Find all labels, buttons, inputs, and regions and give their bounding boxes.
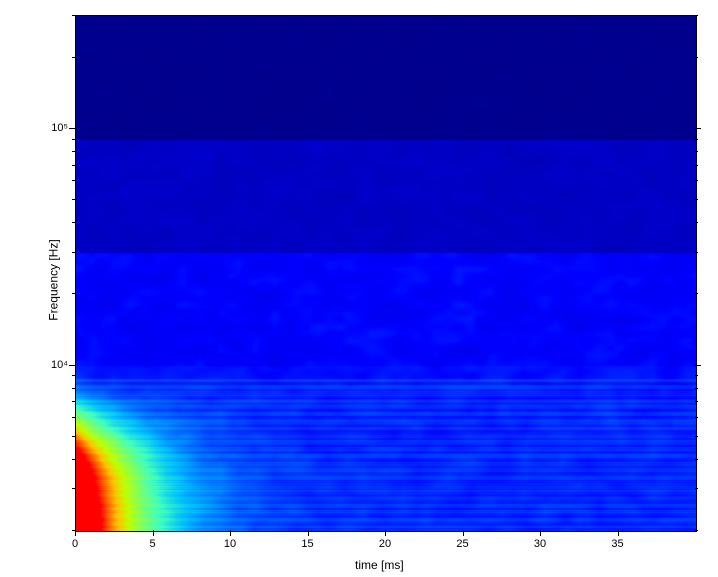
y-tick-label: 10⁴ [40, 359, 68, 371]
x-tick-label: 35 [611, 538, 623, 550]
x-tick-label: 15 [301, 538, 313, 550]
y-tick-major [695, 365, 701, 366]
x-tick [75, 530, 76, 536]
x-tick-label: 0 [72, 538, 78, 550]
x-tick-label: 20 [379, 538, 391, 550]
y-tick-minor [695, 252, 698, 253]
y-tick-minor [72, 488, 75, 489]
y-tick-minor [72, 459, 75, 460]
y-tick-minor [695, 436, 698, 437]
y-tick-minor [72, 57, 75, 58]
y-tick-minor [695, 401, 698, 402]
y-tick-minor [72, 222, 75, 223]
x-tick-label: 30 [534, 538, 546, 550]
y-tick-minor [695, 199, 698, 200]
y-tick-minor [695, 180, 698, 181]
y-tick-minor [72, 417, 75, 418]
y-tick-major [695, 128, 701, 129]
y-tick-minor [72, 436, 75, 437]
y-tick-minor [695, 488, 698, 489]
y-tick-label: 10⁵ [40, 122, 68, 134]
y-tick-minor [72, 252, 75, 253]
y-tick-minor [695, 375, 698, 376]
y-tick-minor [695, 139, 698, 140]
x-tick [618, 530, 619, 536]
y-tick-minor [695, 530, 698, 531]
y-tick-minor [695, 15, 698, 16]
x-tick [153, 530, 154, 536]
y-tick-minor [72, 151, 75, 152]
y-tick-minor [695, 165, 698, 166]
y-tick-minor [695, 151, 698, 152]
y-tick-minor [72, 388, 75, 389]
x-tick-label: 10 [224, 538, 236, 550]
x-axis-label: time [ms] [355, 558, 404, 572]
y-tick-major [69, 365, 75, 366]
x-tick-label: 25 [456, 538, 468, 550]
x-tick [308, 530, 309, 536]
y-tick-minor [72, 139, 75, 140]
y-tick-minor [695, 388, 698, 389]
plot-area [75, 15, 697, 532]
y-tick-minor [72, 293, 75, 294]
y-tick-minor [72, 180, 75, 181]
y-tick-minor [72, 375, 75, 376]
x-tick [540, 530, 541, 536]
y-tick-minor [695, 293, 698, 294]
y-tick-minor [72, 401, 75, 402]
x-tick [385, 530, 386, 536]
y-tick-minor [695, 57, 698, 58]
y-tick-minor [695, 459, 698, 460]
y-axis-label: Frequency [Hz] [47, 239, 61, 320]
x-tick-label: 5 [149, 538, 155, 550]
y-tick-minor [695, 222, 698, 223]
spectrogram-chart: time [ms] Frequency [Hz] 05101520253035 … [0, 0, 718, 577]
y-tick-major [69, 128, 75, 129]
y-tick-minor [72, 15, 75, 16]
y-tick-minor [72, 165, 75, 166]
y-tick-minor [72, 199, 75, 200]
heatmap-canvas [76, 16, 696, 531]
y-tick-minor [695, 417, 698, 418]
x-tick [463, 530, 464, 536]
x-tick [230, 530, 231, 536]
y-tick-minor [72, 530, 75, 531]
